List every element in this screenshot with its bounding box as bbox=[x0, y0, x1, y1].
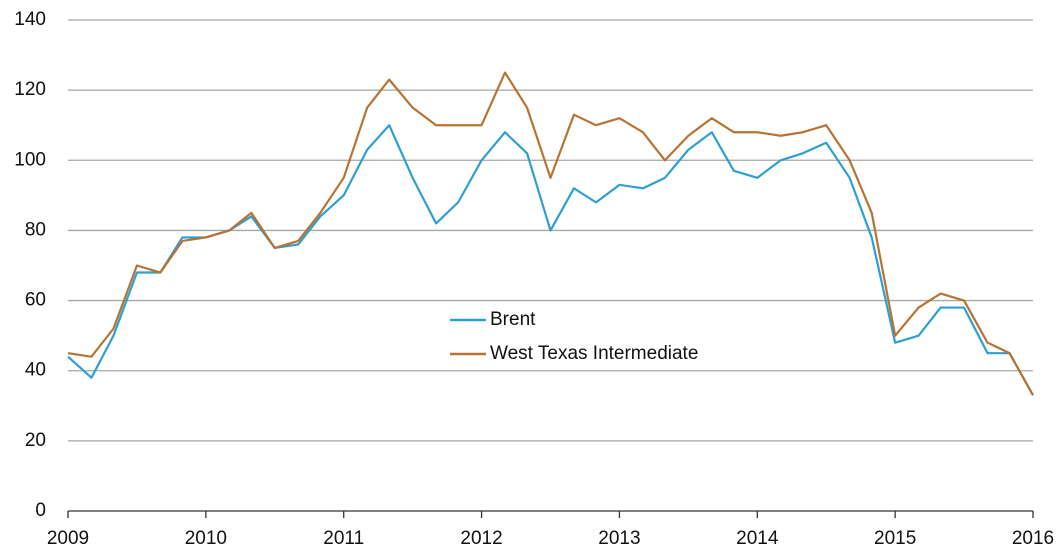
y-tick-label: 20 bbox=[25, 430, 46, 451]
y-tick-label: 60 bbox=[25, 290, 46, 311]
x-tick-label: 2009 bbox=[47, 528, 89, 549]
y-tick-label: 40 bbox=[25, 360, 46, 381]
x-tick-label: 2015 bbox=[874, 528, 916, 549]
x-tick-label: 2012 bbox=[460, 528, 502, 549]
y-tick-label: 120 bbox=[14, 79, 46, 100]
x-tick-label: 2014 bbox=[736, 528, 779, 549]
y-tick-label: 100 bbox=[14, 149, 46, 170]
y-tick-label: 80 bbox=[25, 219, 46, 240]
x-tick-label: 2013 bbox=[598, 528, 640, 549]
y-tick-label: 140 bbox=[14, 9, 46, 30]
legend-label: West Texas Intermediate bbox=[490, 343, 698, 364]
legend-label: Brent bbox=[490, 309, 536, 330]
x-tick-label: 2016 bbox=[1012, 528, 1054, 549]
x-tick-label: 2011 bbox=[323, 528, 364, 549]
y-tick-label: 0 bbox=[35, 500, 46, 521]
data-line bbox=[67, 71, 1034, 396]
x-tick-label: 2010 bbox=[185, 528, 227, 549]
